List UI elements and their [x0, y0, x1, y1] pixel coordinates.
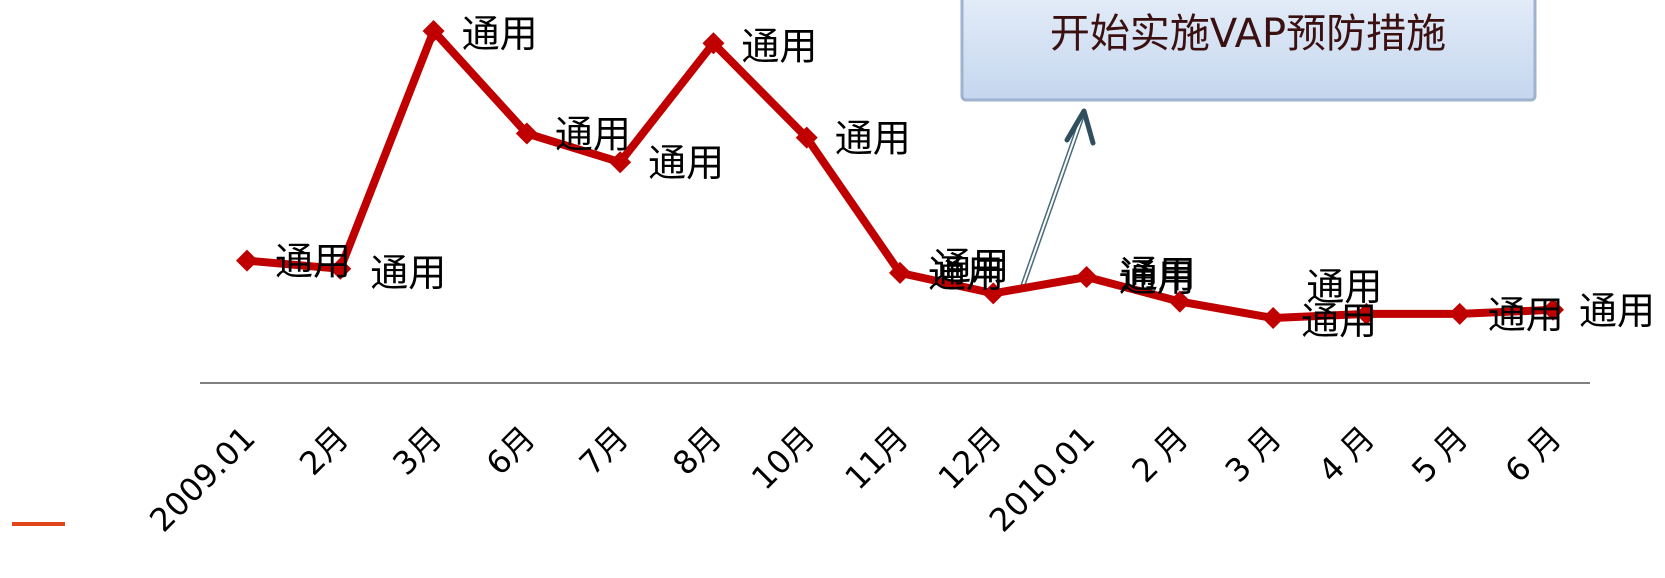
x-tick-label: 2 月 [1124, 419, 1195, 490]
callout-text: 开始实施VAP预防措施 [1050, 11, 1446, 57]
data-label: 通用 [555, 113, 631, 157]
data-point-marker [702, 32, 725, 55]
data-label: 通用 [1119, 256, 1195, 300]
data-label: 通用 [275, 240, 351, 284]
callout-box [960, 0, 1537, 102]
x-tick-label: 3月 [385, 419, 449, 483]
x-tick-label: 5 月 [1404, 419, 1475, 490]
data-point-marker [515, 122, 538, 145]
data-label: 通用 [1579, 289, 1655, 333]
data-label: 通用 [370, 251, 446, 295]
data-point-marker [1355, 302, 1378, 325]
x-tick-label: 2009.01 [142, 419, 262, 539]
data-point-marker [982, 282, 1005, 305]
data-label: 通用 [1488, 293, 1564, 337]
data-point-marker [609, 151, 632, 174]
data-label: 通用 [1301, 299, 1377, 343]
data-point-marker [1542, 298, 1564, 321]
x-tick-label: 10月 [744, 419, 822, 497]
x-tick-label: 12月 [931, 419, 1009, 497]
data-point-marker [422, 20, 445, 42]
data-point-marker [1168, 290, 1191, 313]
x-tick-label: 3 月 [1218, 419, 1289, 490]
data-label: 通用 [835, 117, 911, 161]
x-tick-label: 6月 [479, 419, 543, 483]
data-point-marker [1448, 302, 1471, 325]
x-tick-label: 11月 [837, 419, 915, 497]
data-point-marker [889, 261, 911, 284]
x-tick-label: 4 月 [1311, 419, 1382, 490]
x-tick-label: 2月 [292, 419, 356, 483]
x-tick-label: 7月 [572, 419, 636, 483]
data-label: 通用 [741, 24, 817, 68]
x-tick-label: 6 月 [1498, 419, 1569, 490]
data-label: 通用 [648, 141, 724, 185]
arrow-shaft-highlight [1021, 113, 1084, 289]
data-point-marker [329, 257, 352, 280]
data-point-marker [795, 126, 818, 149]
callout-arrow [1019, 108, 1096, 289]
data-point-marker [1262, 307, 1285, 329]
data-point-marker [1075, 266, 1098, 288]
data-label: 通用 [928, 252, 1004, 296]
data-label: 通用 [1306, 265, 1382, 309]
arrow-head [1064, 108, 1096, 146]
series-markers [236, 20, 1564, 329]
data-label: 通用 [462, 12, 538, 56]
x-tick-label: 8月 [665, 419, 729, 483]
data-label: 通用 [1120, 253, 1196, 297]
callout: 开始实施VAP预防措施 [960, 0, 1537, 102]
data-label: 通用 [933, 244, 1009, 288]
data-point-marker [236, 249, 258, 272]
